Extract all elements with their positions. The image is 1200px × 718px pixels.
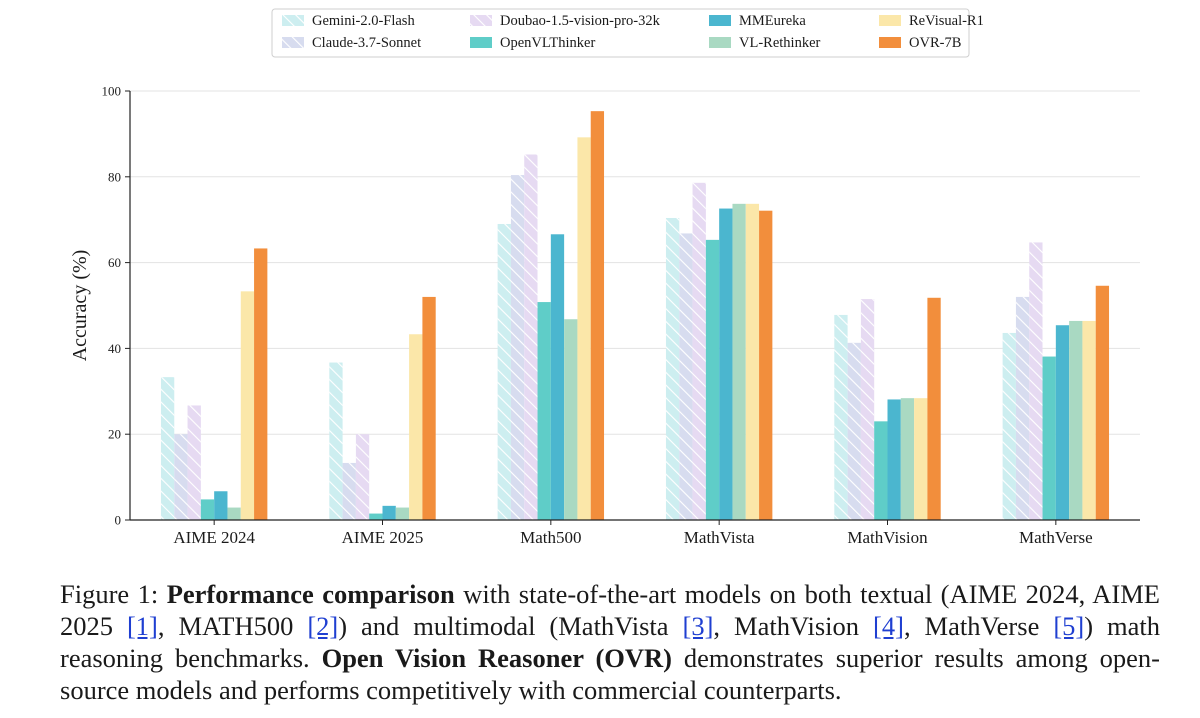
legend-label: OVR-7B — [909, 35, 961, 51]
legend-swatch — [879, 37, 901, 48]
y-tick-label: 0 — [115, 513, 122, 528]
caption-bold-performance: Performance comparison — [166, 579, 455, 609]
bar-hatch — [160, 377, 175, 520]
citation-link-3[interactable]: [3] — [682, 611, 714, 641]
y-axis-label: Accuracy (%) — [69, 250, 91, 362]
bar-hatch — [860, 299, 875, 520]
legend-label: Doubao-1.5-vision-pro-32k — [500, 13, 661, 29]
bar-hatch — [1002, 332, 1016, 520]
bar-hatch — [692, 182, 706, 520]
bar-hatch — [665, 217, 680, 520]
bar — [409, 334, 423, 520]
bar-hatch — [187, 405, 201, 520]
legend-swatch-hatch — [282, 37, 304, 48]
bar-hatch — [679, 233, 693, 521]
bar-hatch — [1029, 242, 1043, 520]
bar — [1055, 325, 1070, 520]
legend-label: ReVisual-R1 — [909, 13, 984, 29]
bar — [200, 499, 215, 520]
y-tick-label: 40 — [108, 341, 121, 356]
bar — [874, 421, 888, 520]
y-tick-label: 100 — [102, 84, 122, 99]
x-tick-label: Math500 — [520, 528, 581, 547]
caption-bold-ovr: Open Vision Reasoner (OVR) — [321, 643, 672, 673]
citation-link-1[interactable]: [1] — [126, 611, 158, 641]
caption-text-1: with state-of-the-art models on both tex… — [60, 579, 1160, 641]
caption-text-4: , MathVision — [713, 611, 874, 641]
legend-box — [271, 8, 970, 58]
caption-text-2: , MATH500 — [157, 611, 308, 641]
figure-caption: Figure 1: Performance comparison with st… — [60, 578, 1160, 706]
bar-hatch — [510, 175, 525, 521]
bar-hatch — [524, 154, 538, 520]
x-tick-label: AIME 2025 — [342, 528, 424, 547]
bar — [227, 507, 241, 520]
bar — [887, 399, 901, 520]
bar — [564, 319, 578, 520]
bar — [254, 248, 268, 520]
x-tick-label: MathVerse — [1019, 528, 1093, 547]
bar — [759, 210, 773, 521]
y-tick-label: 80 — [108, 169, 121, 184]
bar — [1069, 320, 1083, 520]
bar-hatch — [847, 342, 861, 520]
bar-hatch — [497, 223, 511, 521]
y-tick-label: 60 — [108, 255, 121, 270]
bar — [395, 507, 410, 520]
bar — [927, 297, 941, 520]
legend-label: OpenVLThinker — [500, 35, 595, 51]
bar — [914, 398, 928, 520]
bar-hatch — [834, 314, 848, 520]
x-tick-label: AIME 2024 — [173, 528, 255, 547]
caption-text-6: ) math reasoning benchmarks. — [60, 611, 1161, 673]
bar — [422, 296, 436, 520]
bar — [214, 491, 228, 520]
bar-hatch — [342, 462, 356, 520]
bar — [705, 239, 720, 520]
bar — [900, 398, 915, 520]
bar-hatch — [355, 434, 370, 520]
caption-text-3: ) and multimodal (MathVista — [338, 611, 683, 641]
citation-link-4[interactable]: [4] — [873, 611, 904, 641]
accuracy-bar-chart: 0 20 40 60 80 100 AIME 2024 AIME 2025 Math500 Mat… — [69, 8, 1140, 547]
bar — [369, 513, 383, 520]
legend-label: MMEureka — [739, 13, 806, 29]
bar — [719, 208, 733, 520]
caption-text-7: demonstrates superior results among open… — [60, 643, 1160, 705]
legend-swatch — [879, 15, 901, 26]
bar — [732, 203, 746, 520]
bar — [1042, 356, 1056, 520]
bar — [240, 291, 255, 520]
bar — [1082, 320, 1096, 520]
y-tick-label: 20 — [108, 427, 121, 442]
legend-label: Claude-3.7-Sonnet — [312, 35, 421, 51]
legend-swatch-hatch — [470, 15, 492, 26]
legend-swatch — [709, 15, 731, 26]
legend-label: VL-Rethinker — [739, 35, 821, 51]
caption-text-5: , MathVerse — [903, 611, 1054, 641]
x-tick-label: MathVision — [847, 528, 928, 547]
legend-swatch — [709, 37, 731, 48]
legend-swatch — [470, 37, 492, 48]
bar-hatch — [329, 362, 343, 520]
bar-hatch — [1015, 296, 1030, 520]
x-tick-label: MathVista — [684, 528, 755, 547]
citation-link-2[interactable]: [2] — [307, 611, 339, 641]
bar — [537, 302, 551, 520]
bar — [382, 505, 396, 520]
bar — [550, 234, 565, 520]
bar — [590, 111, 605, 521]
caption-prefix: Figure 1: — [60, 579, 167, 609]
bar — [577, 137, 591, 520]
citation-link-5[interactable]: [5] — [1053, 611, 1085, 641]
legend-swatch-hatch — [282, 15, 304, 26]
legend-label: Gemini-2.0-Flash — [312, 13, 415, 29]
bar-hatch — [174, 434, 188, 520]
bar — [1095, 285, 1110, 520]
bar — [745, 203, 760, 520]
